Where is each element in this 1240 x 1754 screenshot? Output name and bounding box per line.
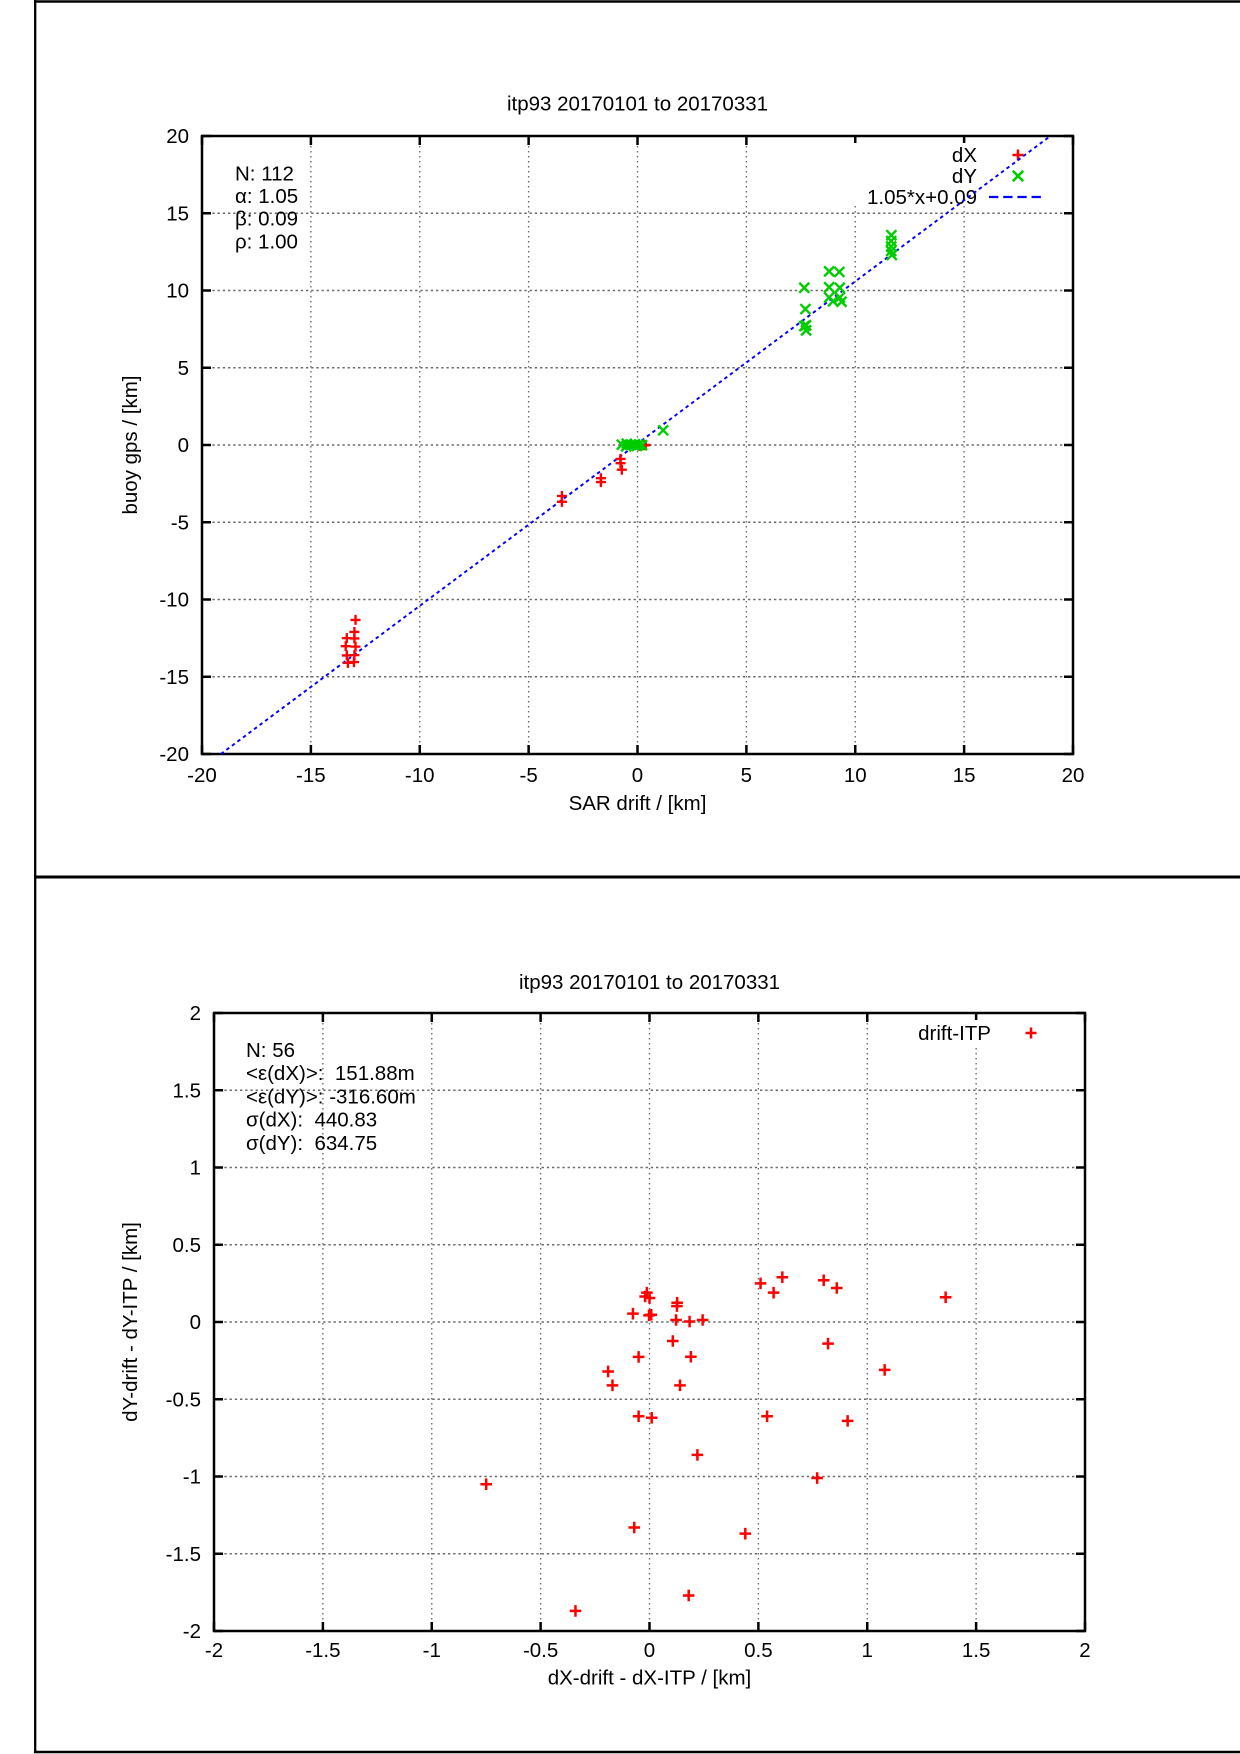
svg-text:1.5: 1.5 [962,1639,991,1662]
svg-text:SAR drift / [km]: SAR drift / [km] [569,792,707,815]
svg-text:σ(dX): 440.83: σ(dX): 440.83 [246,1109,377,1132]
svg-text:1: 1 [190,1157,201,1180]
svg-text:α: 1.05: α: 1.05 [235,185,298,208]
svg-text:drift-ITP: drift-ITP [918,1022,991,1045]
svg-text:σ(dY): 634.75: σ(dY): 634.75 [246,1132,377,1155]
svg-text:-0.5: -0.5 [166,1388,201,1411]
svg-text:dY: dY [952,165,977,188]
svg-text:dX-drift - dX-ITP / [km]: dX-drift - dX-ITP / [km] [548,1667,752,1690]
svg-text:0.5: 0.5 [744,1639,773,1662]
svg-text:0: 0 [644,1639,655,1662]
svg-text:<ε(dX)>: 151.88m: <ε(dX)>: 151.88m [246,1062,415,1085]
svg-text:-20: -20 [187,764,217,787]
svg-text:0.5: 0.5 [173,1234,202,1257]
svg-text:-5: -5 [520,764,538,787]
svg-text:ρ: 1.00: ρ: 1.00 [235,230,298,253]
svg-text:0: 0 [190,1311,201,1334]
svg-text:-5: -5 [171,511,189,534]
svg-text:2: 2 [1079,1639,1090,1662]
svg-text:N: 112: N: 112 [235,163,294,186]
svg-text:itp93 20170101 to 20170331: itp93 20170101 to 20170331 [519,971,780,994]
svg-text:5: 5 [178,357,189,380]
svg-text:-1: -1 [423,1639,441,1662]
svg-text:0: 0 [632,764,643,787]
svg-text:-20: -20 [159,743,189,766]
svg-text:-0.5: -0.5 [523,1639,558,1662]
svg-text:<ε(dY)>: -316.60m: <ε(dY)>: -316.60m [246,1085,416,1108]
svg-text:1.05*x+0.09: 1.05*x+0.09 [867,186,977,209]
svg-text:15: 15 [953,764,976,787]
svg-text:15: 15 [166,202,189,225]
svg-text:20: 20 [1062,764,1085,787]
svg-text:buoy gps / [km]: buoy gps / [km] [119,375,142,514]
svg-text:-15: -15 [159,666,189,689]
svg-text:10: 10 [844,764,867,787]
svg-text:β: 0.09: β: 0.09 [235,208,298,231]
svg-text:-1: -1 [183,1466,201,1489]
svg-text:-1.5: -1.5 [166,1543,201,1566]
svg-text:dY-drift - dY-ITP / [km]: dY-drift - dY-ITP / [km] [119,1222,142,1422]
svg-text:-2: -2 [183,1620,201,1643]
svg-text:1: 1 [862,1639,873,1662]
svg-text:0: 0 [178,434,189,457]
svg-text:-10: -10 [405,764,435,787]
svg-text:itp93 20170101 to 20170331: itp93 20170101 to 20170331 [507,93,768,116]
svg-text:dX: dX [952,144,977,167]
svg-text:-15: -15 [296,764,326,787]
svg-text:N: 56: N: 56 [246,1039,295,1062]
svg-text:-2: -2 [205,1639,223,1662]
svg-text:5: 5 [741,764,752,787]
svg-text:2: 2 [190,1002,201,1025]
svg-text:20: 20 [166,125,189,148]
svg-text:-1.5: -1.5 [305,1639,340,1662]
svg-text:-10: -10 [159,589,189,612]
svg-text:10: 10 [166,280,189,303]
svg-text:1.5: 1.5 [173,1079,202,1102]
